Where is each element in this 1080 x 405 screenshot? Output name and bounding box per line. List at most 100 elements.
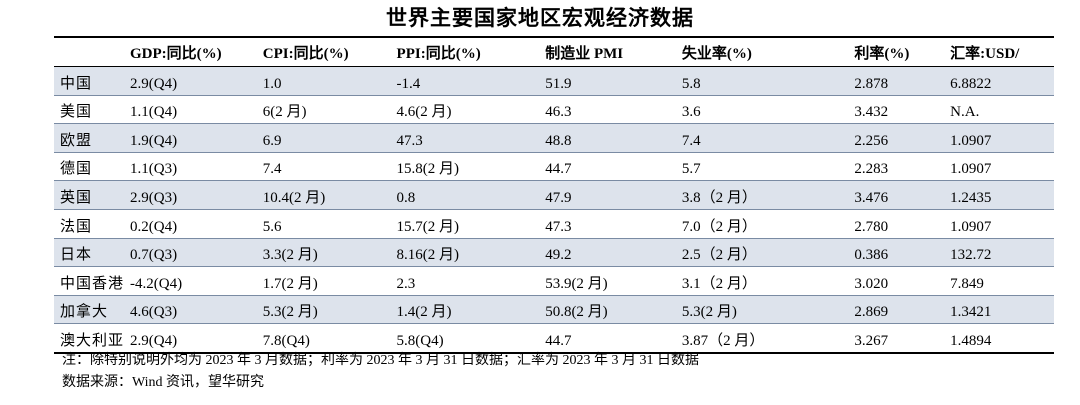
table-row: 澳大利亚 2.9(Q4) 7.8(Q4) 5.8(Q4) 44.7 3.87（2 月） 3.… bbox=[54, 323, 1054, 354]
table-row: 日本 0.7(Q3) 3.3(2 月) 8.16(2 月) 49.2 2.5（2 月） 0.… bbox=[54, 238, 1054, 268]
footnotes: 注：除特别说明外均为 2023 年 3 月数据；利率为 2023 年 3 月 3… bbox=[62, 350, 699, 394]
table-row: 德国 1.1(Q3) 7.4 15.8(2 月) 44.7 5.7 2.283 1.0907 bbox=[54, 152, 1054, 182]
cell-gdp: 2.9(Q4) bbox=[124, 323, 257, 354]
cell-cpi: 5.3(2 月) bbox=[256, 295, 391, 325]
cell-region: 英国 bbox=[54, 180, 125, 210]
cell-gdp: 1.1(Q4) bbox=[124, 95, 257, 125]
cell-ppi: 1.4(2 月) bbox=[390, 295, 540, 325]
cell-ppi: -1.4 bbox=[390, 66, 540, 96]
cell-gdp: 2.9(Q3) bbox=[124, 180, 257, 210]
cell-gdp: 2.9(Q4) bbox=[124, 66, 257, 96]
cell-pmi: 46.3 bbox=[539, 95, 676, 125]
cell-unemployment: 3.6 bbox=[675, 95, 849, 125]
table-row: 中国 2.9(Q4) 1.0 -1.4 51.9 5.8 2.878 6.8822 bbox=[54, 66, 1054, 96]
cell-region: 欧盟 bbox=[54, 123, 125, 153]
cell-region: 中国香港 bbox=[54, 266, 125, 296]
cell-interest-rate: 3.020 bbox=[848, 266, 945, 296]
cell-ppi: 5.8(Q4) bbox=[390, 323, 540, 354]
cell-unemployment: 5.8 bbox=[675, 66, 849, 96]
macro-data-table: GDP:同比(%) CPI:同比(%) PPI:同比(%) 制造业 PMI 失业… bbox=[54, 36, 1054, 354]
cell-interest-rate: 2.283 bbox=[848, 152, 945, 182]
cell-gdp: 1.1(Q3) bbox=[124, 152, 257, 182]
cell-cpi: 7.4 bbox=[256, 152, 391, 182]
cell-unemployment: 3.1（2 月） bbox=[675, 266, 849, 296]
cell-gdp: -4.2(Q4) bbox=[124, 266, 257, 296]
cell-cpi: 5.6 bbox=[256, 209, 391, 239]
cell-interest-rate: 3.432 bbox=[848, 95, 945, 125]
table-row: 英国 2.9(Q3) 10.4(2 月) 0.8 47.9 3.8（2 月） 3.476 1.… bbox=[54, 180, 1054, 210]
cell-interest-rate: 3.267 bbox=[848, 323, 945, 354]
cell-interest-rate: 2.869 bbox=[848, 295, 945, 325]
cell-unemployment: 5.3(2 月) bbox=[675, 295, 849, 325]
cell-pmi: 51.9 bbox=[539, 66, 676, 96]
cell-gdp: 0.2(Q4) bbox=[124, 209, 257, 239]
cell-unemployment: 5.7 bbox=[675, 152, 849, 182]
cell-cpi: 7.8(Q4) bbox=[256, 323, 391, 354]
cell-exchange-rate: 1.0907 bbox=[944, 123, 1054, 153]
cell-exchange-rate: 7.849 bbox=[944, 266, 1054, 296]
cell-unemployment: 7.4 bbox=[675, 123, 849, 153]
cell-ppi: 8.16(2 月) bbox=[390, 238, 540, 268]
cell-pmi: 44.7 bbox=[539, 152, 676, 182]
header-interest-rate: 利率(%) bbox=[848, 36, 945, 67]
cell-gdp: 4.6(Q3) bbox=[124, 295, 257, 325]
cell-ppi: 15.7(2 月) bbox=[390, 209, 540, 239]
cell-ppi: 15.8(2 月) bbox=[390, 152, 540, 182]
cell-gdp: 0.7(Q3) bbox=[124, 238, 257, 268]
table-row: 法国 0.2(Q4) 5.6 15.7(2 月) 47.3 7.0（2 月） 2.780 1.… bbox=[54, 209, 1054, 239]
cell-region: 日本 bbox=[54, 238, 125, 268]
footnote-note: 注：除特别说明外均为 2023 年 3 月数据；利率为 2023 年 3 月 3… bbox=[62, 353, 699, 368]
cell-ppi: 0.8 bbox=[390, 180, 540, 210]
cell-interest-rate: 3.476 bbox=[848, 180, 945, 210]
cell-exchange-rate: 1.2435 bbox=[944, 180, 1054, 210]
header-region bbox=[54, 36, 125, 67]
cell-pmi: 49.2 bbox=[539, 238, 676, 268]
header-ppi: PPI:同比(%) bbox=[390, 36, 540, 67]
cell-interest-rate: 2.780 bbox=[848, 209, 945, 239]
cell-unemployment: 3.87（2 月） bbox=[675, 323, 849, 354]
cell-pmi: 48.8 bbox=[539, 123, 676, 153]
cell-interest-rate: 2.256 bbox=[848, 123, 945, 153]
header-unemployment: 失业率(%) bbox=[675, 36, 849, 67]
header-cpi: CPI:同比(%) bbox=[256, 36, 391, 67]
cell-unemployment: 3.8（2 月） bbox=[675, 180, 849, 210]
cell-exchange-rate: 1.0907 bbox=[944, 152, 1054, 182]
cell-interest-rate: 2.878 bbox=[848, 66, 945, 96]
cell-exchange-rate: 6.8822 bbox=[944, 66, 1054, 96]
cell-pmi: 47.3 bbox=[539, 209, 676, 239]
table-row: 欧盟 1.9(Q4) 6.9 47.3 48.8 7.4 2.256 1.0907 bbox=[54, 123, 1054, 153]
cell-region: 中国 bbox=[54, 66, 125, 96]
cell-exchange-rate: 1.3421 bbox=[944, 295, 1054, 325]
cell-pmi: 47.9 bbox=[539, 180, 676, 210]
cell-cpi: 6.9 bbox=[256, 123, 391, 153]
header-exchange-rate: 汇率:USD/ bbox=[944, 36, 1054, 67]
cell-region: 美国 bbox=[54, 95, 125, 125]
cell-exchange-rate: 1.0907 bbox=[944, 209, 1054, 239]
cell-region: 加拿大 bbox=[54, 295, 125, 325]
cell-interest-rate: 0.386 bbox=[848, 238, 945, 268]
cell-ppi: 2.3 bbox=[390, 266, 540, 296]
cell-pmi: 44.7 bbox=[539, 323, 676, 354]
cell-exchange-rate: 1.4894 bbox=[944, 323, 1054, 354]
table-row: 加拿大 4.6(Q3) 5.3(2 月) 1.4(2 月) 50.8(2 月) 5.3(2… bbox=[54, 295, 1054, 325]
cell-cpi: 10.4(2 月) bbox=[256, 180, 391, 210]
cell-region: 德国 bbox=[54, 152, 125, 182]
cell-cpi: 3.3(2 月) bbox=[256, 238, 391, 268]
header-pmi: 制造业 PMI bbox=[539, 36, 676, 67]
cell-cpi: 1.0 bbox=[256, 66, 391, 96]
footnote-source: 数据来源：Wind 资讯，望华研究 bbox=[62, 375, 265, 390]
header-gdp: GDP:同比(%) bbox=[124, 36, 257, 67]
cell-gdp: 1.9(Q4) bbox=[124, 123, 257, 153]
table-row: 美国 1.1(Q4) 6(2 月) 4.6(2 月) 46.3 3.6 3.432 N.A. bbox=[54, 95, 1054, 125]
header-row: GDP:同比(%) CPI:同比(%) PPI:同比(%) 制造业 PMI 失业… bbox=[54, 36, 1054, 67]
cell-pmi: 53.9(2 月) bbox=[539, 266, 676, 296]
cell-region: 澳大利亚 bbox=[54, 323, 125, 354]
cell-ppi: 47.3 bbox=[390, 123, 540, 153]
cell-pmi: 50.8(2 月) bbox=[539, 295, 676, 325]
cell-unemployment: 7.0（2 月） bbox=[675, 209, 849, 239]
cell-exchange-rate: N.A. bbox=[944, 95, 1054, 125]
cell-exchange-rate: 132.72 bbox=[944, 238, 1054, 268]
cell-cpi: 1.7(2 月) bbox=[256, 266, 391, 296]
cell-ppi: 4.6(2 月) bbox=[390, 95, 540, 125]
table-title: 世界主要国家地区宏观经济数据 bbox=[386, 6, 694, 30]
